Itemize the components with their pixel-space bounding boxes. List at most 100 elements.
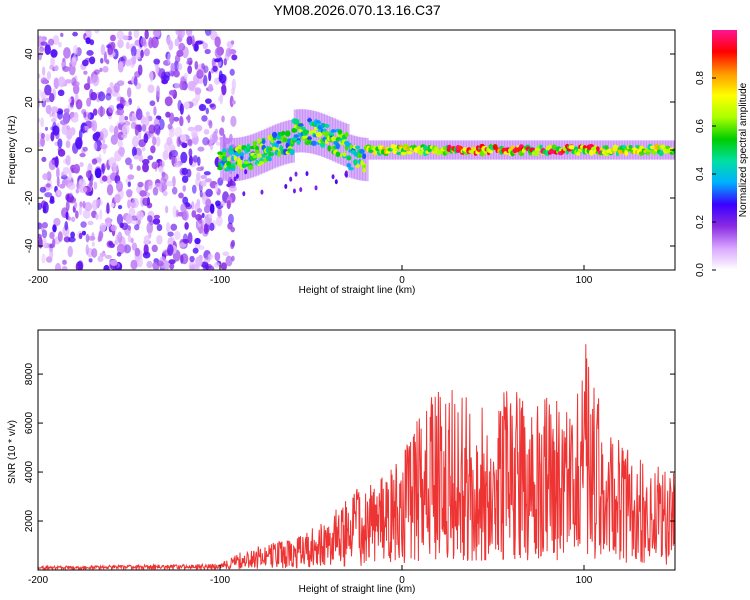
heatmap-cell <box>51 106 59 113</box>
heatmap-cell <box>247 164 254 171</box>
heatmap-cell <box>231 100 236 105</box>
heatmap-cell <box>189 255 195 263</box>
heatmap-cell <box>122 35 129 41</box>
heatmap-cell <box>190 129 199 138</box>
heatmap-cell <box>323 128 327 132</box>
heatmap-cell <box>166 221 171 233</box>
heatmap-cell <box>40 77 48 85</box>
heatmap-cell <box>92 108 98 116</box>
snr-y-ticks: 2000 4000 6000 8000 <box>24 363 675 532</box>
heatmap-cell <box>152 186 159 196</box>
heatmap-cell <box>183 101 190 110</box>
heatmap-cell <box>56 167 60 179</box>
heatmap-cell <box>162 190 168 197</box>
heatmap-cell <box>70 231 75 239</box>
heatmap-cell <box>79 186 88 194</box>
heatmap-cell <box>153 123 161 135</box>
heatmap-cell <box>116 30 125 40</box>
heatmap-cell <box>573 146 579 151</box>
heatmap-cell <box>533 149 540 157</box>
heatmap-cell <box>75 137 83 150</box>
heatmap-cell <box>126 189 133 198</box>
heatmap-cell <box>143 235 150 245</box>
heatmap-cell <box>146 222 153 234</box>
heatmap-cell <box>113 125 119 138</box>
heatmap-cell <box>215 215 223 227</box>
heatmap-cell <box>42 201 49 214</box>
heatmap-cell <box>217 151 223 156</box>
heatmap-cell <box>40 41 48 46</box>
heatmap-cell <box>181 142 188 149</box>
heatmap-cell <box>168 259 176 265</box>
heatmap-cell <box>98 230 104 239</box>
heatmap-cell <box>106 184 114 196</box>
heatmap-cell <box>352 159 358 165</box>
heatmap-cell <box>180 134 187 142</box>
heatmap-cell <box>203 129 210 135</box>
heatmap-cell <box>68 236 76 243</box>
heatmap-cell <box>199 190 203 198</box>
colorbar-tick-label: 0.4 <box>695 167 706 181</box>
heatmap-x-tick-label: 100 <box>576 275 593 286</box>
heatmap-cell <box>355 164 360 168</box>
heatmap-cell <box>147 180 153 190</box>
heatmap-cell <box>91 119 95 132</box>
heatmap-cell <box>215 141 221 146</box>
heatmap-cell <box>255 132 260 176</box>
heatmap-cell <box>225 255 233 267</box>
heatmap-cell <box>153 214 161 219</box>
heatmap-cell <box>296 139 301 146</box>
heatmap-cell <box>179 115 184 127</box>
heatmap-cell <box>166 35 171 47</box>
heatmap-cell <box>177 62 183 71</box>
heatmap-cell <box>53 77 60 90</box>
heatmap-cell <box>231 78 236 91</box>
heatmap-cell <box>576 151 581 156</box>
snr-y-tick-label: 4000 <box>24 460 35 483</box>
heatmap-cell <box>46 71 52 80</box>
heatmap-cell <box>116 251 122 257</box>
heatmap-cell <box>588 149 594 156</box>
heatmap-cell <box>99 67 103 73</box>
heatmap-cell <box>279 146 283 151</box>
heatmap-cell <box>267 146 273 152</box>
heatmap-cell <box>196 208 203 213</box>
heatmap-cell <box>78 232 83 240</box>
heatmap-cell <box>74 201 78 209</box>
heatmap-cell <box>159 160 165 168</box>
heatmap-cell <box>97 106 106 117</box>
heatmap-cell <box>208 71 212 82</box>
heatmap-cell <box>130 45 137 57</box>
heatmap-cell <box>92 74 100 87</box>
heatmap-cell <box>100 57 104 64</box>
heatmap-cell <box>40 132 46 139</box>
heatmap-cell <box>49 64 54 70</box>
heatmap-cell <box>105 92 112 101</box>
heatmap-cell <box>174 230 181 240</box>
heatmap-cell <box>79 162 84 168</box>
heatmap-cell <box>233 176 237 182</box>
heatmap-cell <box>42 236 47 249</box>
heatmap-cell <box>116 213 124 226</box>
heatmap-cell <box>539 144 543 150</box>
heatmap-cell <box>54 156 59 168</box>
heatmap-cell <box>196 172 201 181</box>
heatmap-cell <box>127 199 131 209</box>
heatmap-cell <box>106 202 110 214</box>
heatmap-cell <box>144 116 150 127</box>
heatmap-cell <box>357 153 363 159</box>
heatmap-cell <box>192 247 199 254</box>
heatmap-cell <box>230 226 236 233</box>
heatmap-cell <box>80 221 87 228</box>
heatmap-cell <box>140 37 147 47</box>
colorbar-tick-label: 0.8 <box>695 71 706 85</box>
heatmap-cell <box>137 181 144 188</box>
heatmap-cell <box>342 152 347 157</box>
heatmap-cell <box>226 199 231 210</box>
heatmap-cell <box>44 126 49 131</box>
heatmap-cell <box>221 86 226 96</box>
heatmap-y-tick-label: 0 <box>24 147 35 153</box>
heatmap-cell <box>121 124 130 136</box>
heatmap-cell <box>45 97 51 103</box>
heatmap-cell <box>164 71 171 78</box>
